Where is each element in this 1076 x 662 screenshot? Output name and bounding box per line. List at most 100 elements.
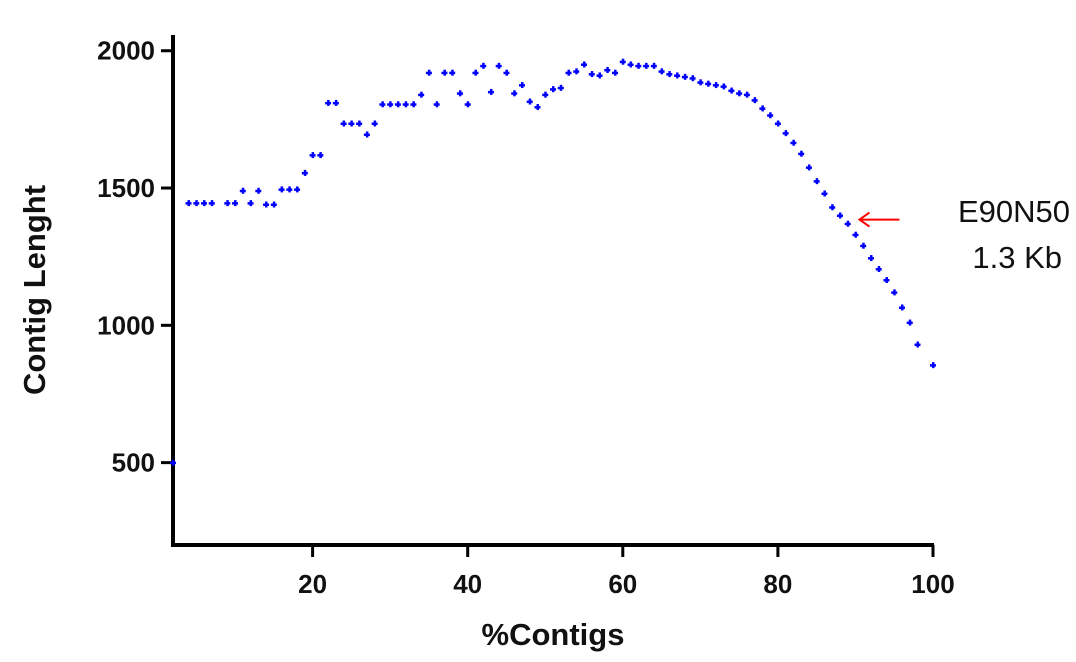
data-point	[363, 131, 370, 138]
data-point	[464, 101, 471, 108]
data-point	[573, 68, 580, 75]
data-point	[557, 84, 564, 91]
data-point	[836, 212, 843, 219]
data-point	[581, 61, 588, 68]
data-point	[402, 101, 409, 108]
x-ticks: 20 40 60 80 100	[298, 545, 955, 599]
x-tick-label: 100	[911, 569, 954, 599]
y-axis-title: Contig Lenght	[17, 185, 52, 395]
data-point	[712, 82, 719, 89]
data-point	[332, 99, 339, 106]
data-point	[193, 200, 200, 207]
data-point	[565, 69, 572, 76]
data-point	[883, 277, 890, 284]
data-point	[185, 200, 192, 207]
data-point	[356, 120, 363, 127]
data-points	[170, 58, 936, 466]
data-point	[371, 120, 378, 127]
data-point	[705, 80, 712, 87]
data-point	[278, 186, 285, 193]
annotation: E90N50 1.3 Kb	[857, 194, 1070, 275]
data-point	[914, 341, 921, 348]
data-point	[612, 69, 619, 76]
annotation-arrow-head	[857, 211, 871, 228]
data-point	[511, 90, 518, 97]
data-point	[286, 186, 293, 193]
data-point	[930, 362, 936, 369]
data-point	[736, 90, 743, 97]
data-point	[697, 79, 704, 86]
data-point	[232, 200, 239, 207]
data-point	[813, 178, 820, 185]
y-tick-label: 500	[112, 448, 155, 478]
data-point	[379, 101, 386, 108]
data-point	[860, 242, 867, 249]
data-point	[782, 130, 789, 137]
data-point	[798, 150, 805, 157]
y-tick-label: 2000	[97, 36, 155, 66]
data-point	[643, 62, 650, 69]
data-point	[518, 82, 525, 89]
data-point	[759, 105, 766, 112]
data-point	[658, 68, 665, 75]
data-point	[425, 69, 432, 76]
data-point	[418, 91, 425, 98]
data-point	[844, 220, 851, 227]
data-point	[627, 61, 634, 68]
data-point	[208, 200, 215, 207]
data-point	[294, 186, 301, 193]
data-point	[394, 101, 401, 108]
data-point	[821, 190, 828, 197]
data-point	[767, 112, 774, 119]
data-point	[255, 187, 262, 194]
data-point	[317, 152, 324, 159]
data-point	[650, 62, 657, 69]
data-point	[325, 99, 332, 106]
data-point	[170, 459, 176, 466]
data-point	[906, 319, 913, 326]
data-point	[487, 88, 494, 95]
data-point	[309, 152, 316, 159]
data-point	[720, 83, 727, 90]
x-tick-label: 80	[763, 569, 792, 599]
data-point	[348, 120, 355, 127]
x-tick-label: 40	[453, 569, 482, 599]
axes	[171, 35, 934, 547]
data-point	[867, 255, 874, 262]
x-tick-label: 20	[298, 569, 327, 599]
x-tick-label: 60	[608, 569, 637, 599]
data-point	[410, 101, 417, 108]
data-point	[449, 69, 456, 76]
data-point	[550, 86, 556, 93]
data-point	[526, 98, 533, 105]
data-point	[689, 75, 696, 82]
data-point	[247, 200, 254, 207]
data-point	[596, 72, 603, 79]
data-point	[301, 169, 308, 176]
data-point	[495, 62, 502, 69]
data-point	[456, 90, 463, 97]
y-ticks: 500 1000 1500 2000	[97, 36, 173, 478]
data-point	[480, 62, 487, 69]
x-axis-title: %Contigs	[482, 617, 625, 652]
annotation-line-2: 1.3 Kb	[972, 240, 1062, 275]
data-point	[340, 120, 347, 127]
data-point	[433, 101, 440, 108]
data-point	[542, 91, 549, 98]
data-point	[681, 73, 688, 80]
data-point	[875, 266, 882, 273]
data-point	[774, 120, 781, 127]
data-point	[829, 204, 836, 211]
data-point	[270, 201, 277, 208]
data-point	[898, 304, 905, 311]
data-point	[619, 58, 626, 65]
data-point	[201, 200, 208, 207]
data-point	[588, 71, 595, 78]
data-point	[751, 97, 758, 104]
data-point	[503, 69, 510, 76]
data-point	[805, 164, 812, 171]
data-point	[891, 289, 898, 296]
data-point	[852, 231, 859, 238]
data-point	[239, 187, 246, 194]
